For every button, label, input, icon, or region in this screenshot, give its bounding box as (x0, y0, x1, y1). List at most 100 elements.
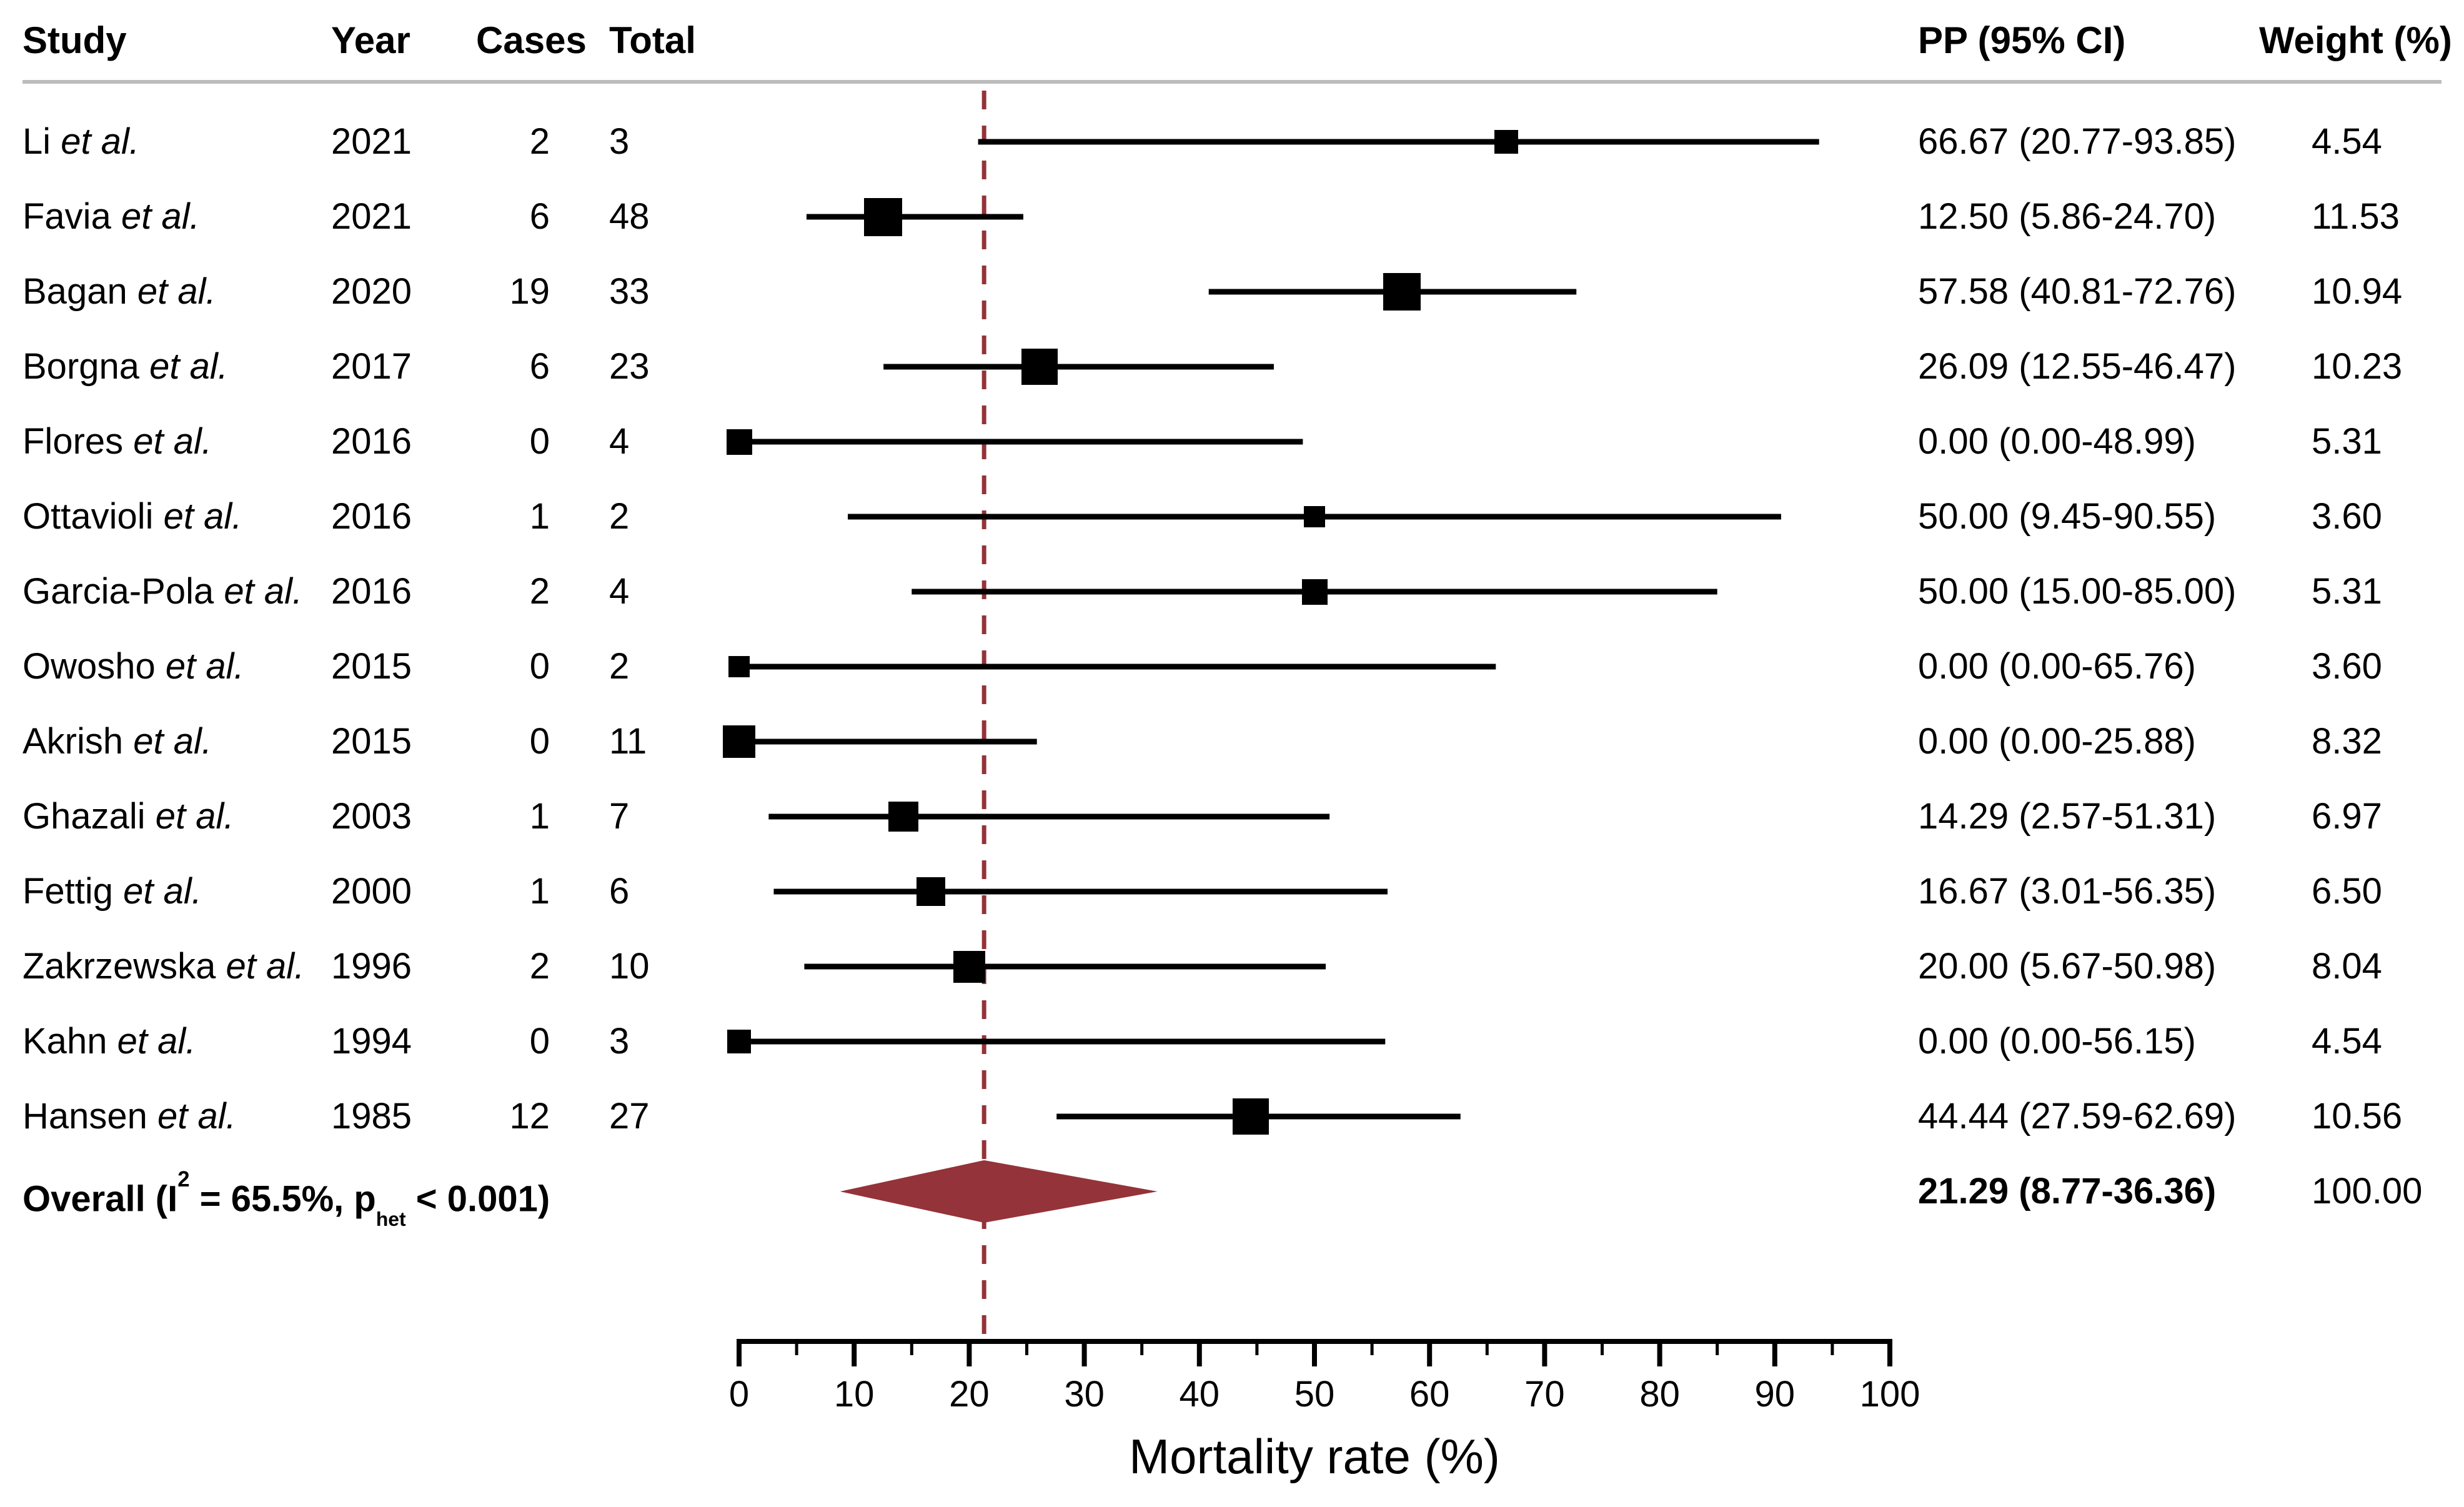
et-al-italic: et al. (165, 646, 244, 687)
pp-ci-value: 16.67 (3.01-56.35) (1918, 871, 2217, 912)
header-separator-line (22, 80, 2442, 84)
column-header-pp-ci: PP (95% CI) (1918, 19, 2126, 61)
cases-value: 6 (529, 346, 550, 387)
year-value: 2003 (331, 796, 412, 837)
pp-ci-value: 44.44 (27.59-62.69) (1918, 1096, 2237, 1136)
study-label: Zakrzewska et al. (22, 946, 305, 987)
point-estimate-marker (864, 198, 902, 236)
x-tick-label: 90 (1754, 1374, 1796, 1415)
year-value: 2016 (331, 496, 412, 537)
et-al-italic: et al. (163, 496, 242, 537)
study-label: Kahn et al. (22, 1021, 196, 1062)
pp-ci-value: 50.00 (9.45-90.55) (1918, 496, 2217, 537)
total-value: 3 (609, 1021, 630, 1062)
study-label: Garcia-Pola et al. (22, 571, 303, 612)
weight-value: 5.31 (2312, 571, 2382, 612)
study-label: Ghazali et al. (22, 796, 234, 837)
total-value: 3 (609, 121, 630, 162)
weight-value: 8.32 (2312, 721, 2382, 762)
pp-ci-value: 20.00 (5.67-50.98) (1918, 946, 2217, 987)
x-tick-label: 80 (1639, 1374, 1680, 1415)
weight-value: 3.60 (2312, 646, 2382, 687)
point-estimate-marker (1494, 130, 1518, 154)
x-tick-label: 40 (1179, 1374, 1220, 1415)
x-tick-label: 100 (1859, 1374, 1920, 1415)
point-estimate-marker (1383, 273, 1421, 311)
year-value: 2015 (331, 646, 412, 687)
pp-ci-value: 57.58 (40.81-72.76) (1918, 271, 2237, 312)
total-value: 2 (609, 496, 630, 537)
column-header-study: Study (22, 19, 127, 61)
point-estimate-marker (953, 951, 985, 983)
et-al-italic: et al. (61, 121, 140, 162)
x-tick-label: 20 (949, 1374, 990, 1415)
total-value: 11 (609, 721, 647, 762)
weight-value: 3.60 (2312, 496, 2382, 537)
cases-value: 2 (529, 121, 550, 162)
et-al-italic: et al. (137, 271, 216, 312)
year-value: 2015 (331, 721, 412, 762)
cases-value: 0 (529, 721, 550, 762)
study-label: Owosho et al. (22, 646, 244, 687)
x-tick-label: 60 (1409, 1374, 1450, 1415)
total-value: 48 (609, 196, 650, 237)
study-label: Fettig et al. (22, 871, 202, 912)
et-al-italic: et al. (117, 1021, 196, 1062)
year-value: 2016 (331, 571, 412, 612)
total-value: 10 (609, 946, 650, 987)
overall-label: Overall (I2 = 65.5%, phet < 0.001) (22, 1166, 550, 1231)
total-value: 6 (609, 871, 630, 912)
point-estimate-marker (727, 429, 752, 455)
cases-value: 0 (529, 421, 550, 462)
year-value: 2000 (331, 871, 412, 912)
column-header-weight: Weight (%) (2259, 19, 2452, 61)
point-estimate-marker (888, 802, 918, 832)
point-estimate-marker (1233, 1098, 1269, 1135)
point-estimate-marker (917, 877, 945, 906)
x-tick-label: 0 (728, 1374, 750, 1415)
et-al-italic: et al. (157, 1096, 236, 1136)
study-label: Flores et al. (22, 421, 212, 462)
study-label: Favia et al. (22, 196, 200, 237)
et-al-italic: et al. (133, 721, 212, 762)
et-al-italic: et al. (224, 571, 303, 612)
study-label: Ottavioli et al. (22, 496, 242, 537)
cases-value: 1 (529, 871, 550, 912)
cases-value: 19 (509, 271, 550, 312)
weight-value: 6.50 (2312, 871, 2382, 912)
pp-ci-value: 26.09 (12.55-46.47) (1918, 346, 2237, 387)
weight-value: 8.04 (2312, 946, 2382, 987)
weight-value: 5.31 (2312, 421, 2382, 462)
total-value: 23 (609, 346, 650, 387)
weight-value: 4.54 (2312, 121, 2382, 162)
weight-value: 11.53 (2312, 196, 2400, 237)
weight-value: 10.56 (2312, 1096, 2403, 1136)
overall-weight-value: 100.00 (2312, 1171, 2423, 1211)
et-al-italic: et al. (149, 346, 228, 387)
pp-ci-value: 0.00 (0.00-65.76) (1918, 646, 2196, 687)
study-label: Bagan et al. (22, 271, 216, 312)
et-al-italic: et al. (226, 946, 305, 987)
study-label: Hansen et al. (22, 1096, 236, 1136)
year-value: 2021 (331, 196, 412, 237)
point-estimate-marker (1304, 506, 1325, 527)
summary-diamond (840, 1160, 1158, 1223)
year-value: 1985 (331, 1096, 412, 1136)
column-header-cases: Cases (476, 19, 587, 61)
weight-value: 10.23 (2312, 346, 2403, 387)
total-value: 27 (609, 1096, 650, 1136)
et-al-italic: et al. (123, 871, 202, 912)
point-estimate-marker (723, 725, 755, 758)
year-value: 1994 (331, 1021, 412, 1062)
point-estimate-marker (1021, 349, 1058, 385)
year-value: 2016 (331, 421, 412, 462)
pp-ci-value: 50.00 (15.00-85.00) (1918, 571, 2237, 612)
pp-ci-value: 0.00 (0.00-56.15) (1918, 1021, 2196, 1062)
pp-ci-value: 0.00 (0.00-48.99) (1918, 421, 2196, 462)
total-value: 4 (609, 421, 630, 462)
cases-value: 2 (529, 571, 550, 612)
et-al-italic: et al. (121, 196, 200, 237)
et-al-italic: et al. (155, 796, 234, 837)
total-value: 33 (609, 271, 650, 312)
